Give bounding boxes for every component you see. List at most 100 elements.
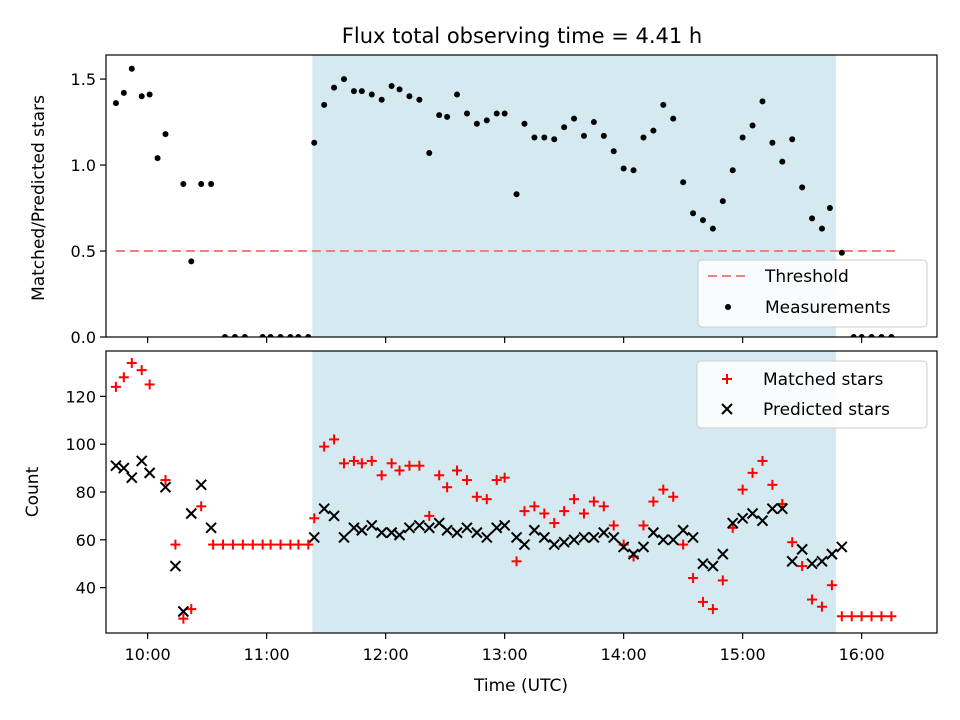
matched-point bbox=[856, 611, 867, 622]
predicted-point bbox=[491, 522, 503, 534]
x-tick-label: 16:00 bbox=[839, 645, 885, 664]
x-tick-label: 15:00 bbox=[720, 645, 766, 664]
predicted-point bbox=[756, 514, 769, 527]
measurement-point bbox=[799, 184, 806, 191]
x-tick-label: 13:00 bbox=[482, 645, 528, 664]
predicted-point bbox=[366, 519, 378, 532]
predicted-point bbox=[776, 503, 789, 515]
y-tick-label: 100 bbox=[65, 435, 96, 454]
matched-point bbox=[499, 472, 510, 483]
measurement-point bbox=[221, 334, 228, 337]
matched-point bbox=[836, 611, 847, 622]
measurement-point bbox=[180, 180, 187, 187]
measurement-point bbox=[888, 334, 895, 337]
measurement-point bbox=[850, 334, 857, 337]
matched-point bbox=[275, 539, 286, 550]
legend-matched-label: Matched stars bbox=[763, 370, 883, 390]
measurement-point bbox=[749, 122, 756, 129]
predicted-point bbox=[143, 467, 156, 479]
measurement-point bbox=[600, 132, 607, 139]
matched-point bbox=[208, 539, 219, 550]
measurement-point bbox=[231, 334, 238, 337]
predicted-point bbox=[528, 524, 541, 536]
predicted-point bbox=[736, 512, 749, 524]
measurement-point bbox=[640, 134, 647, 141]
matched-point bbox=[160, 475, 171, 486]
predicted-point bbox=[836, 541, 848, 553]
matched-point bbox=[816, 601, 827, 612]
y-tick-label: 80 bbox=[76, 483, 96, 502]
measurement-point bbox=[378, 96, 385, 103]
matched-point bbox=[876, 611, 887, 622]
matched-point bbox=[697, 596, 708, 607]
matched-point bbox=[707, 604, 718, 615]
measurement-point bbox=[208, 180, 215, 187]
matched-point bbox=[227, 539, 238, 550]
predicted-point bbox=[375, 526, 388, 539]
x-tick-label: 14:00 bbox=[601, 645, 647, 664]
measurement-point bbox=[739, 134, 746, 141]
predicted-point bbox=[118, 462, 130, 474]
predicted-series bbox=[110, 455, 848, 618]
matched-point bbox=[338, 458, 349, 469]
legend-predicted-label: Predicted stars bbox=[763, 400, 890, 420]
matched-point bbox=[110, 381, 121, 392]
predicted-point bbox=[687, 531, 699, 544]
measurement-point bbox=[501, 110, 508, 117]
predicted-point bbox=[598, 526, 610, 539]
matched-point bbox=[303, 539, 314, 550]
predicted-point bbox=[746, 507, 759, 520]
predicted-point bbox=[126, 471, 138, 484]
measurement-point bbox=[444, 113, 451, 120]
predicted-point bbox=[717, 548, 729, 560]
matched-point bbox=[787, 537, 798, 548]
matched-point bbox=[491, 475, 502, 486]
measurement-point bbox=[878, 334, 885, 337]
predicted-point bbox=[423, 522, 435, 534]
predicted-point bbox=[328, 510, 340, 522]
ratio-panel: 0.0 0.5 1.0 1.5 Threshold Measurements bbox=[71, 54, 938, 347]
predicted-point bbox=[608, 531, 620, 544]
legend-bottom: Matched stars Predicted stars bbox=[696, 360, 928, 429]
measurement-point bbox=[690, 210, 697, 217]
predicted-point bbox=[169, 560, 182, 572]
matched-point bbox=[178, 613, 189, 624]
predicted-point bbox=[471, 526, 483, 539]
measurement-point bbox=[426, 150, 433, 157]
predicted-point bbox=[110, 460, 122, 472]
predicted-point bbox=[498, 519, 511, 532]
measurement-point bbox=[295, 334, 302, 337]
measurement-point bbox=[561, 124, 568, 131]
measurement-point bbox=[162, 131, 169, 138]
matched-point bbox=[386, 458, 397, 469]
predicted-point bbox=[826, 548, 838, 560]
measurement-point bbox=[311, 139, 318, 146]
matched-point bbox=[348, 455, 359, 466]
matched-point bbox=[807, 594, 818, 605]
matched-point bbox=[767, 479, 778, 490]
predicted-point bbox=[308, 531, 320, 544]
predicted-point bbox=[707, 560, 719, 572]
predicted-point bbox=[766, 503, 779, 515]
measurement-point bbox=[858, 334, 865, 337]
measurement-point bbox=[259, 334, 266, 337]
measurement-point bbox=[120, 89, 127, 96]
measurement-point bbox=[789, 136, 796, 143]
x-axis-label: Time (UTC) bbox=[473, 676, 568, 696]
predicted-point bbox=[578, 531, 590, 544]
measurement-point bbox=[406, 93, 413, 100]
measurement-point bbox=[277, 334, 284, 337]
legend-measurement-swatch bbox=[725, 304, 731, 310]
predicted-point bbox=[588, 531, 600, 544]
predicted-point bbox=[393, 529, 406, 541]
measurement-point bbox=[826, 205, 833, 212]
matched-point bbox=[404, 460, 415, 471]
measurement-point bbox=[838, 249, 845, 256]
measurement-point bbox=[287, 334, 294, 337]
y-tick-label: 40 bbox=[76, 579, 96, 598]
matched-point bbox=[511, 556, 522, 567]
measurement-point bbox=[350, 88, 357, 95]
measurement-point bbox=[138, 93, 145, 100]
x-tick-label: 11:00 bbox=[244, 645, 290, 664]
